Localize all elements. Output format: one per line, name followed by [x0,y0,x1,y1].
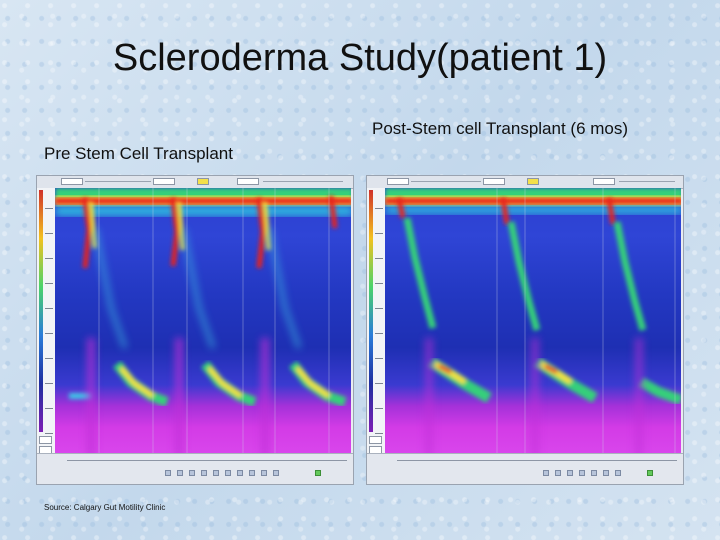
source-caption: Source: Calgary Gut Motility Clinic [44,503,166,512]
post-transplant-heading: Post-Stem cell Transplant (6 mos) [372,119,629,138]
timeline-bar [367,453,683,484]
timeline-bar [37,453,353,484]
pressure-scale [367,188,386,454]
toolbar-marker [527,178,539,185]
pressure-color-bar [39,190,43,432]
scale-button [39,436,52,444]
pressure-scale [37,188,56,454]
toolbar-field [593,178,615,185]
slide-title: Scleroderma Study(patient 1) [112,37,608,79]
toolbar-field [387,178,409,185]
topography-svg [385,188,681,454]
scale-button [369,436,382,444]
toolbar-field [483,178,505,185]
toolbar-field [153,178,175,185]
post-transplant-manometry-image [366,175,684,485]
topography-svg [55,188,351,454]
pressure-color-bar [369,190,373,432]
pressure-topography-plot [55,188,351,454]
pressure-topography-plot [385,188,681,454]
toolbar-field [61,178,83,185]
toolbar-marker [197,178,209,185]
pre-transplant-heading: Pre Stem Cell Transplant [44,144,233,163]
toolbar-field [237,178,259,185]
pre-transplant-manometry-image [36,175,354,485]
